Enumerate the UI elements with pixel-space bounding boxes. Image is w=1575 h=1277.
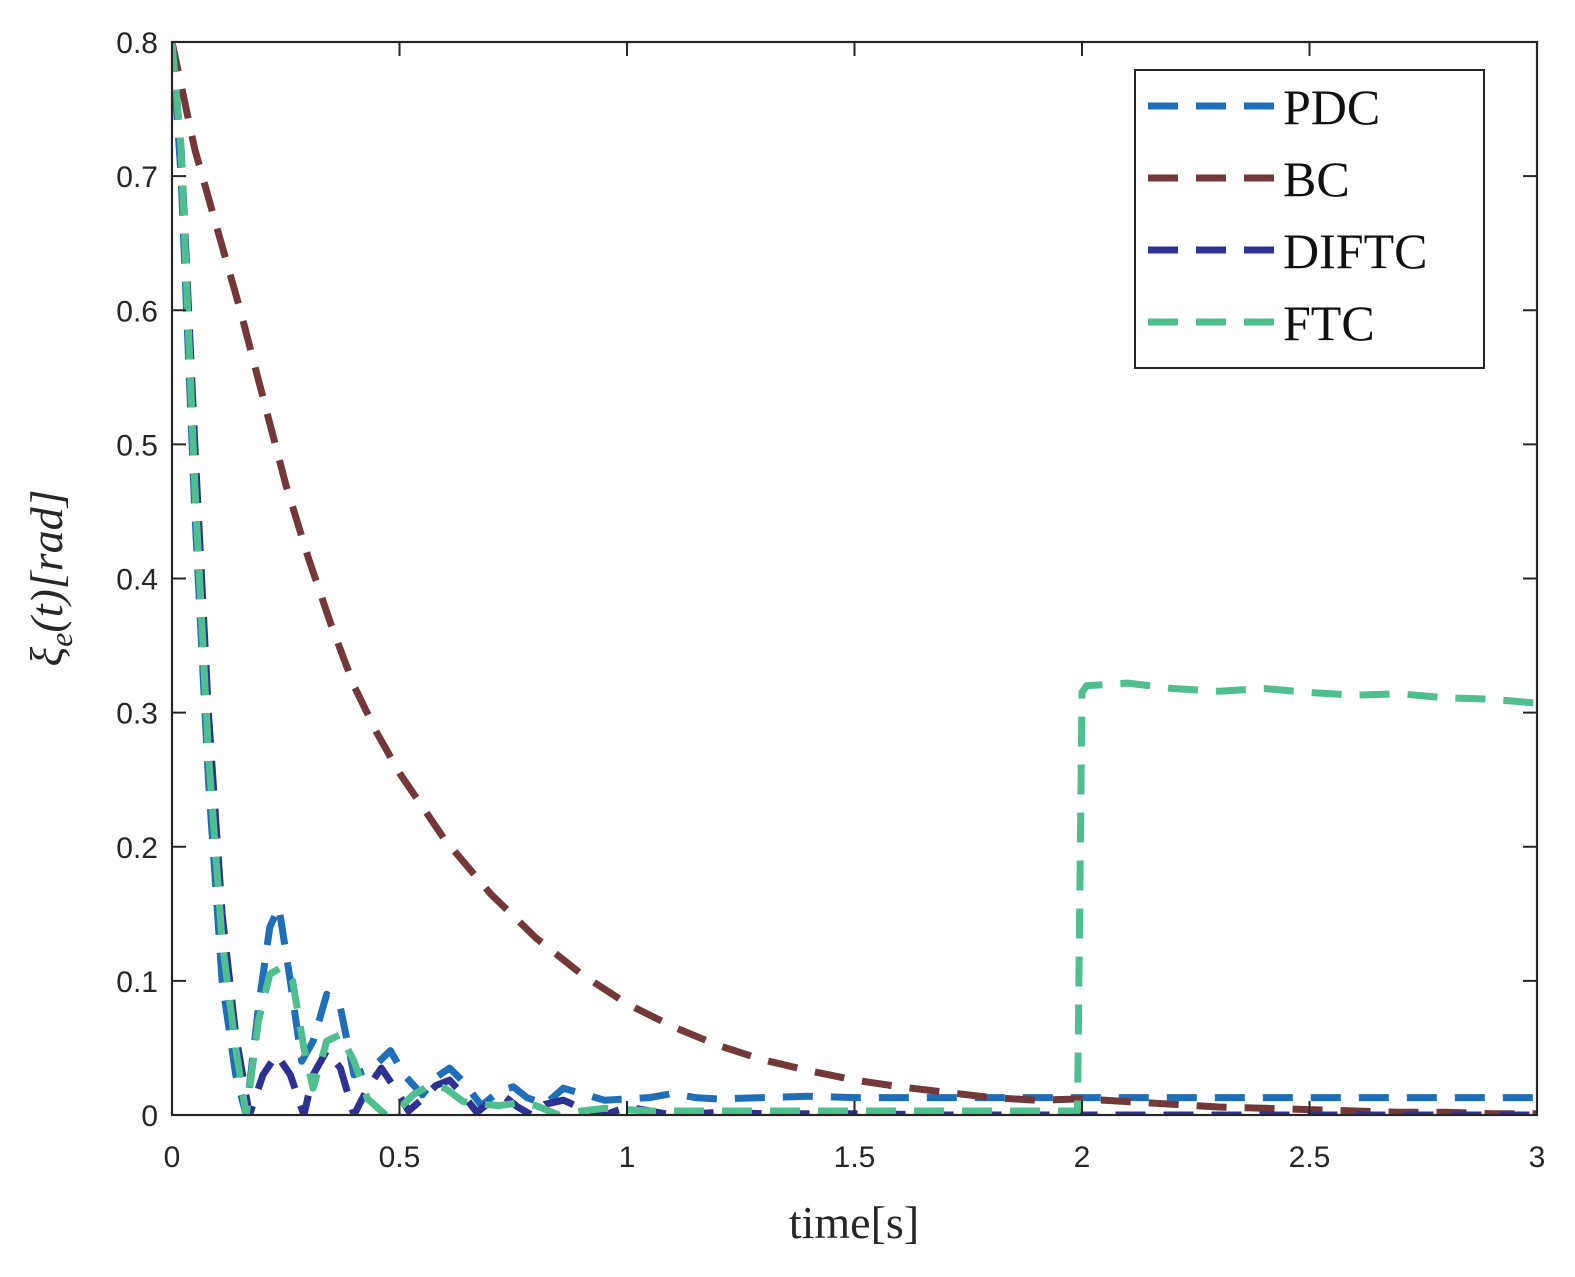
y-tick-label: 0.1 [116,966,158,999]
y-tick-label: 0.8 [116,27,158,60]
y-tick-label: 0.3 [116,698,158,731]
y-tick-label: 0 [141,1100,158,1133]
x-tick-label: 0 [164,1141,181,1174]
x-tick-label: 2 [1074,1141,1091,1174]
series-line-ftc [172,42,1537,1115]
series-line-bc [172,42,1537,1115]
y-tick-labels: 0 0.1 0.2 0.3 0.4 0.5 0.6 0.7 0.8 [116,27,158,1133]
y-tick-label: 0.2 [116,832,158,865]
x-axis-label: time[s] [789,1197,919,1248]
series-layer [172,42,1537,1115]
legend: PDC BC DIFTC FTC [1134,69,1485,369]
x-tick-label: 1 [619,1141,636,1174]
y-axis-label: ξe(t)[rad] [21,489,79,666]
series-line-diftc [172,42,1537,1115]
y-tick-label: 0.4 [116,564,158,597]
y-axis-label-sub: e [43,633,79,647]
y-axis-label-t: (t) [21,589,72,632]
series-line-pdc [172,42,1537,1115]
y-axis-label-unit: [rad] [21,489,72,589]
x-tick-labels: 0 0.5 1 1.5 2 2.5 3 [164,1141,1546,1174]
y-tick-label: 0.5 [116,429,158,462]
x-tick-label: 3 [1529,1141,1546,1174]
legend-label-bc: BC [1283,151,1350,207]
x-tick-label: 2.5 [1289,1141,1331,1174]
y-axis-label-xi: ξ [21,647,72,667]
x-tick-label: 1.5 [834,1141,876,1174]
x-tick-label: 0.5 [379,1141,421,1174]
legend-label-pdc: PDC [1283,79,1380,135]
legend-box [1134,69,1485,369]
legend-label-diftc: DIFTC [1283,223,1427,279]
y-tick-label: 0.6 [116,295,158,328]
legend-label-ftc: FTC [1283,295,1375,351]
ticks-layer [171,41,1538,1116]
y-tick-label: 0.7 [116,161,158,194]
legend-items: PDC BC DIFTC FTC [1148,79,1427,351]
